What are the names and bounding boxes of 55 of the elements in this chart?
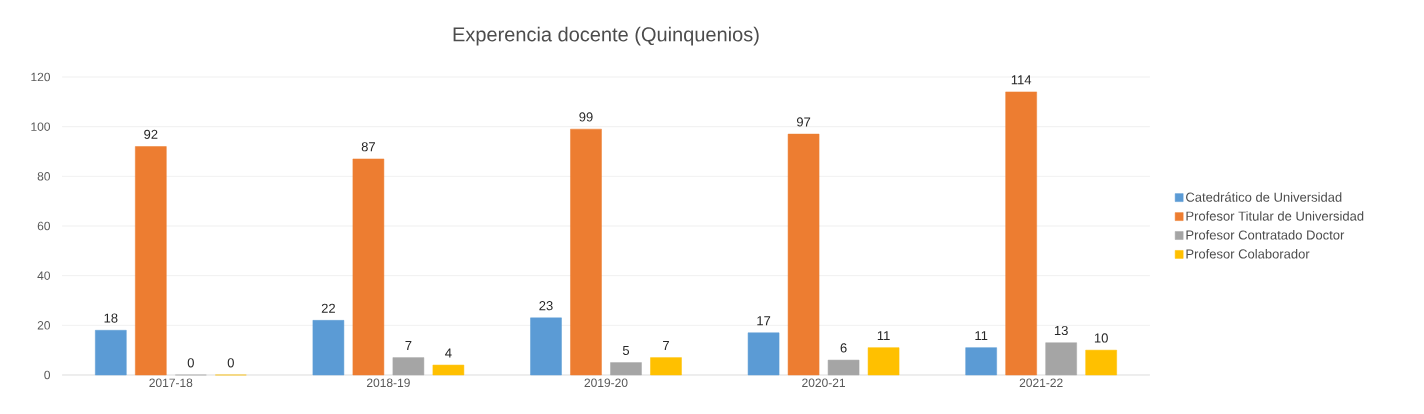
data-label: 11 xyxy=(877,331,890,341)
bar xyxy=(135,146,167,376)
y-tick-label: 100 xyxy=(31,122,51,131)
y-tick-label: 40 xyxy=(37,271,51,280)
data-label: 5 xyxy=(622,345,630,355)
bar xyxy=(312,320,345,376)
data-label: 22 xyxy=(321,303,335,313)
data-label: 0 xyxy=(227,358,234,368)
data-label: 4 xyxy=(445,348,452,358)
x-tick-label: 2021-22 xyxy=(1019,378,1063,388)
bar xyxy=(392,357,425,376)
legend-label: Catedrático de Universidad xyxy=(1186,192,1342,202)
y-tick-label: 80 xyxy=(37,172,51,181)
x-tick-label: 2019-20 xyxy=(584,378,628,388)
bar xyxy=(1085,349,1117,376)
data-label: 13 xyxy=(1054,325,1068,336)
bar xyxy=(1005,91,1037,376)
bar xyxy=(352,158,385,376)
data-label: 92 xyxy=(144,129,158,139)
bar xyxy=(787,133,820,376)
bar xyxy=(650,357,682,376)
bar xyxy=(610,362,642,376)
chart-title: Experencia docente (Quinquenios) xyxy=(453,26,759,46)
data-label: 10 xyxy=(1094,333,1108,343)
bar xyxy=(530,317,562,376)
data-label: 17 xyxy=(757,316,771,326)
data-label: 6 xyxy=(840,343,847,353)
legend-label: Profesor Contratado Doctor xyxy=(1186,230,1345,240)
bar xyxy=(432,364,465,376)
x-tick-label: 2020-21 xyxy=(802,378,845,388)
bar xyxy=(867,347,900,376)
data-label: 7 xyxy=(663,341,669,351)
x-tick-label: 2018-19 xyxy=(366,378,410,388)
data-label: 99 xyxy=(579,112,593,122)
data-label: 114 xyxy=(1011,75,1032,85)
x-tick-label: 2017-18 xyxy=(149,378,193,388)
bar xyxy=(965,347,997,376)
bar xyxy=(827,359,860,376)
y-tick-label: 60 xyxy=(37,221,51,231)
bar xyxy=(570,128,602,376)
legend-label: Profesor Titular de Universidad xyxy=(1186,211,1364,221)
data-label: 23 xyxy=(539,301,553,311)
data-label: 7 xyxy=(405,341,412,351)
y-tick-label: 20 xyxy=(37,321,51,330)
y-tick-label: 120 xyxy=(31,72,51,82)
data-label: 87 xyxy=(361,142,375,152)
y-tick-label: 0 xyxy=(44,370,51,380)
bar xyxy=(95,330,127,376)
data-label: 11 xyxy=(975,331,988,341)
bar xyxy=(747,332,780,376)
data-label: 0 xyxy=(187,358,194,368)
legend-label: Profesor Colaborador xyxy=(1186,248,1310,259)
data-label: 18 xyxy=(104,313,118,323)
data-label: 97 xyxy=(796,117,811,127)
bar xyxy=(1045,342,1077,376)
